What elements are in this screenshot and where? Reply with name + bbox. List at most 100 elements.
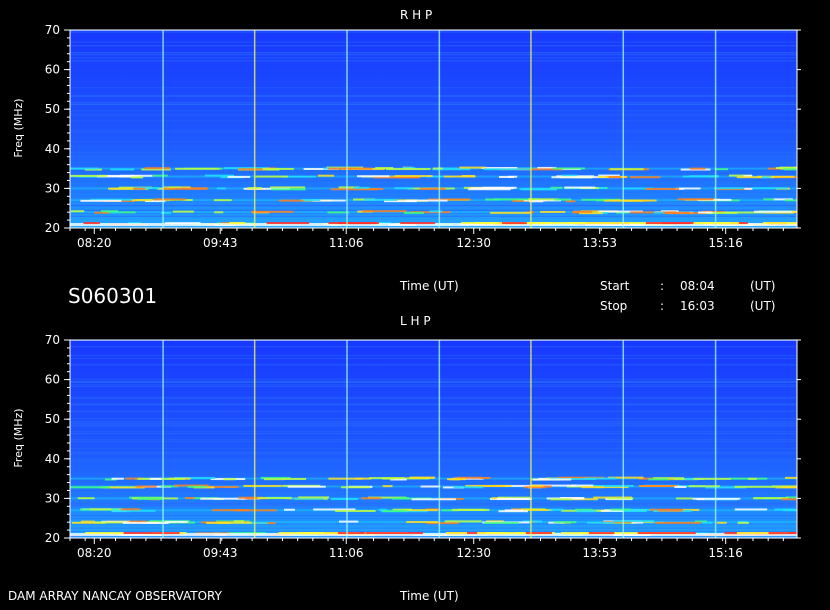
- base-burst: [365, 532, 423, 535]
- emission-burst: [748, 477, 757, 480]
- emission-burst: [550, 186, 563, 189]
- emission-burst: [429, 210, 443, 213]
- emission-burst: [522, 188, 558, 191]
- emission-burst: [223, 478, 237, 481]
- y-tick-label: 30: [45, 181, 60, 195]
- emission-burst: [279, 199, 304, 202]
- spectrum-striation: [70, 364, 797, 366]
- emission-burst: [693, 477, 731, 480]
- spectrum-striation: [70, 386, 797, 388]
- spectrum-striation: [70, 451, 797, 453]
- emission-burst: [406, 199, 448, 202]
- emission-burst: [432, 168, 471, 171]
- emission-burst: [120, 174, 153, 177]
- spectrum-striation: [70, 216, 797, 218]
- spectrum-striation: [70, 527, 797, 529]
- emission-burst: [160, 485, 179, 488]
- start-unit: (UT): [750, 279, 776, 293]
- spectrum-striation: [70, 165, 797, 167]
- emission-burst: [447, 478, 467, 481]
- emission-burst: [161, 211, 172, 214]
- emission-burst: [426, 175, 451, 178]
- emission-burst: [367, 496, 407, 499]
- emission-burst: [622, 187, 653, 190]
- emission-burst: [382, 510, 407, 513]
- emission-burst: [419, 187, 446, 190]
- spectrum-striation: [70, 114, 797, 116]
- emission-burst: [756, 175, 795, 178]
- x-tick-label: 08:20: [77, 236, 112, 250]
- spectrum-striation: [70, 212, 797, 214]
- base-burst: [337, 532, 365, 535]
- y-tick-label: 60: [45, 63, 60, 77]
- emission-burst: [141, 168, 171, 171]
- station-id: S060301: [68, 284, 158, 308]
- emission-burst: [134, 187, 160, 190]
- y-tick-label: 60: [45, 373, 60, 387]
- spectrum-striation: [70, 440, 797, 442]
- emission-burst: [552, 167, 586, 170]
- spectrum-striation: [70, 384, 797, 386]
- spectrum-striation: [70, 340, 797, 342]
- emission-burst: [102, 486, 145, 489]
- emission-burst: [785, 476, 797, 479]
- stop-unit: (UT): [750, 299, 776, 313]
- y-tick-label: 40: [45, 142, 60, 156]
- interference-line: [346, 30, 348, 228]
- emission-burst: [214, 211, 224, 214]
- spectrum-striation: [70, 54, 797, 56]
- interference-line: [162, 340, 164, 538]
- emission-burst: [144, 167, 171, 170]
- emission-burst: [357, 175, 390, 178]
- emission-burst: [168, 186, 182, 189]
- spectrum-striation: [70, 174, 797, 176]
- base-burst: [588, 532, 615, 535]
- y-tick-label: 70: [45, 333, 60, 347]
- emission-burst: [111, 510, 131, 513]
- emission-burst: [630, 211, 677, 214]
- y-tick-label: 50: [45, 102, 60, 116]
- start-value: 08:04: [680, 279, 715, 293]
- emission-burst: [104, 478, 117, 481]
- base-burst: [328, 222, 379, 225]
- base-band: [70, 533, 797, 537]
- emission-burst: [257, 497, 292, 500]
- spectrum-striation: [70, 420, 797, 422]
- spectrum-striation: [70, 472, 797, 474]
- spectrum-striation: [70, 53, 797, 55]
- emission-burst: [238, 496, 264, 499]
- base-burst: [637, 532, 696, 535]
- emission-burst: [529, 200, 544, 203]
- spectrum-striation: [70, 424, 797, 426]
- emission-burst: [196, 485, 239, 488]
- spectrum-striation: [70, 452, 797, 454]
- emission-burst: [561, 174, 578, 177]
- base-burst: [525, 532, 553, 535]
- emission-burst: [122, 521, 169, 524]
- emission-burst: [761, 176, 772, 179]
- base-burst: [266, 222, 310, 225]
- emission-burst: [530, 484, 577, 487]
- emission-burst: [497, 497, 532, 500]
- emission-burst: [255, 175, 288, 178]
- emission-burst: [674, 485, 687, 488]
- spectrum-striation: [70, 95, 797, 97]
- emission-burst: [753, 210, 797, 213]
- spectrum-striation: [70, 30, 797, 32]
- spectrum-striation: [70, 170, 797, 172]
- emission-burst: [682, 508, 700, 511]
- emission-burst: [381, 477, 430, 480]
- x-tick-label: 08:20: [77, 546, 112, 560]
- emission-burst: [622, 199, 643, 202]
- emission-burst: [100, 210, 119, 213]
- emission-burst: [522, 520, 542, 523]
- spectrum-striation: [70, 152, 797, 154]
- emission-burst: [453, 486, 484, 489]
- emission-burst: [70, 167, 99, 170]
- y-tick-label: 70: [45, 23, 60, 37]
- y-tick-label: 50: [45, 412, 60, 426]
- spectrum-striation: [70, 431, 797, 433]
- interference-line: [714, 340, 717, 538]
- emission-burst: [263, 478, 285, 481]
- emission-burst: [554, 198, 572, 201]
